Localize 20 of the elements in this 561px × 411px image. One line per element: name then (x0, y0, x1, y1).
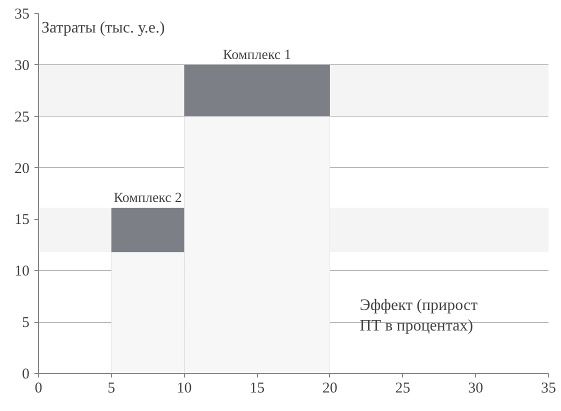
x-tick-label: 25 (395, 380, 410, 396)
x-axis-title: Эффект (прирост ПТ в процентах) (360, 297, 478, 335)
series-label: Комплекс 1 (223, 48, 292, 63)
y-tick-label: 35 (14, 6, 30, 22)
y-tick-label: 30 (14, 58, 30, 74)
y-tick-label: 20 (14, 160, 30, 177)
x-tick-label: 20 (322, 380, 338, 396)
y-axis-title: Затраты (тыс. у.е.) (42, 20, 165, 36)
x-tick-label: 5 (108, 380, 116, 396)
x-tick-label: 0 (34, 380, 42, 396)
x-tick-label: 15 (250, 380, 265, 396)
y-tick-label: 15 (14, 212, 30, 228)
x-tick-label: 30 (468, 380, 484, 396)
y-tick-label: 5 (22, 315, 30, 332)
x-tick-label: 35 (541, 380, 556, 396)
y-tick-label: 0 (22, 366, 30, 382)
y-tick-label: 10 (14, 264, 30, 280)
series-label: Комплекс 2 (114, 190, 182, 206)
x-tick-label: 10 (176, 380, 192, 396)
y-tick-label: 25 (14, 109, 30, 126)
